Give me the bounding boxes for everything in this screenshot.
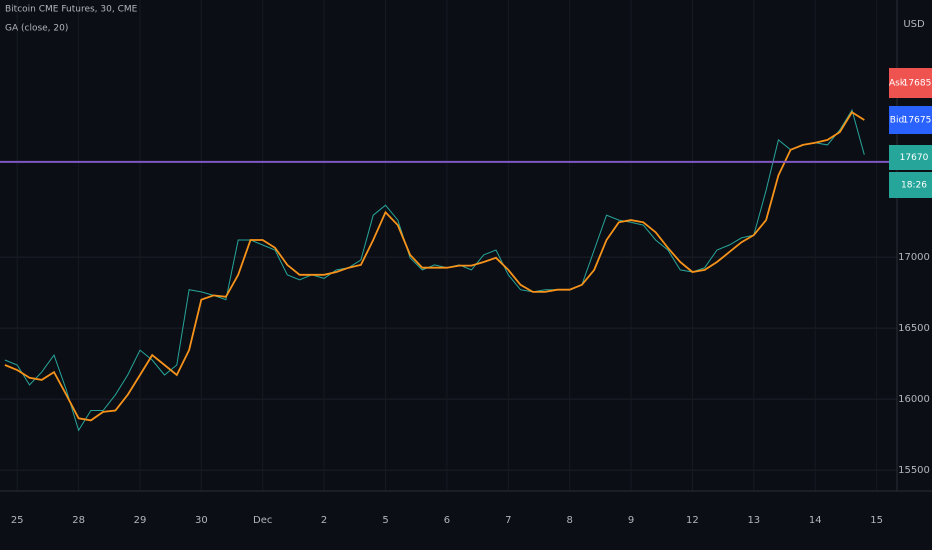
x-tick-label: 2: [321, 515, 327, 526]
price-line: [4, 108, 865, 432]
chart-title: Bitcoin CME Futures, 30, CME: [5, 5, 138, 15]
indicator-line: [4, 110, 865, 422]
x-tick-label: 6: [444, 515, 450, 526]
bid-box: [889, 106, 932, 134]
x-tick-label: 9: [628, 515, 634, 526]
y-tick-label: 16500: [898, 323, 930, 334]
countdown-value: 18:26: [901, 181, 927, 191]
x-tick-label: 7: [505, 515, 511, 526]
y-tick-label: 17000: [898, 252, 930, 263]
x-tick-label: 8: [566, 515, 572, 526]
y-tick-label: 16000: [898, 394, 930, 405]
ask-value: 17685: [903, 79, 932, 89]
y-tick-label: 15500: [898, 465, 930, 476]
x-tick-label: 12: [686, 515, 699, 526]
x-tick-label: 14: [809, 515, 822, 526]
last-price-value: 17670: [900, 153, 929, 163]
currency: USD: [903, 19, 925, 30]
bid-label: Bid: [890, 116, 904, 126]
bid-value: 17675: [903, 116, 932, 126]
x-tick-label: 25: [11, 515, 24, 526]
x-tick-label: 30: [195, 515, 208, 526]
legend-entry: GA (close, 20): [5, 24, 68, 34]
x-tick-label: 28: [72, 515, 85, 526]
x-tick-label: 13: [747, 515, 760, 526]
ask-box: [889, 68, 932, 98]
ask-label: Ask: [889, 79, 906, 89]
x-tick-label: 29: [134, 515, 147, 526]
x-tick-label: 15: [870, 515, 883, 526]
x-tick-label: 5: [382, 515, 388, 526]
x-tick-label: Dec: [253, 515, 272, 526]
last-price-box: [889, 145, 932, 170]
countdown-box: [889, 172, 932, 198]
